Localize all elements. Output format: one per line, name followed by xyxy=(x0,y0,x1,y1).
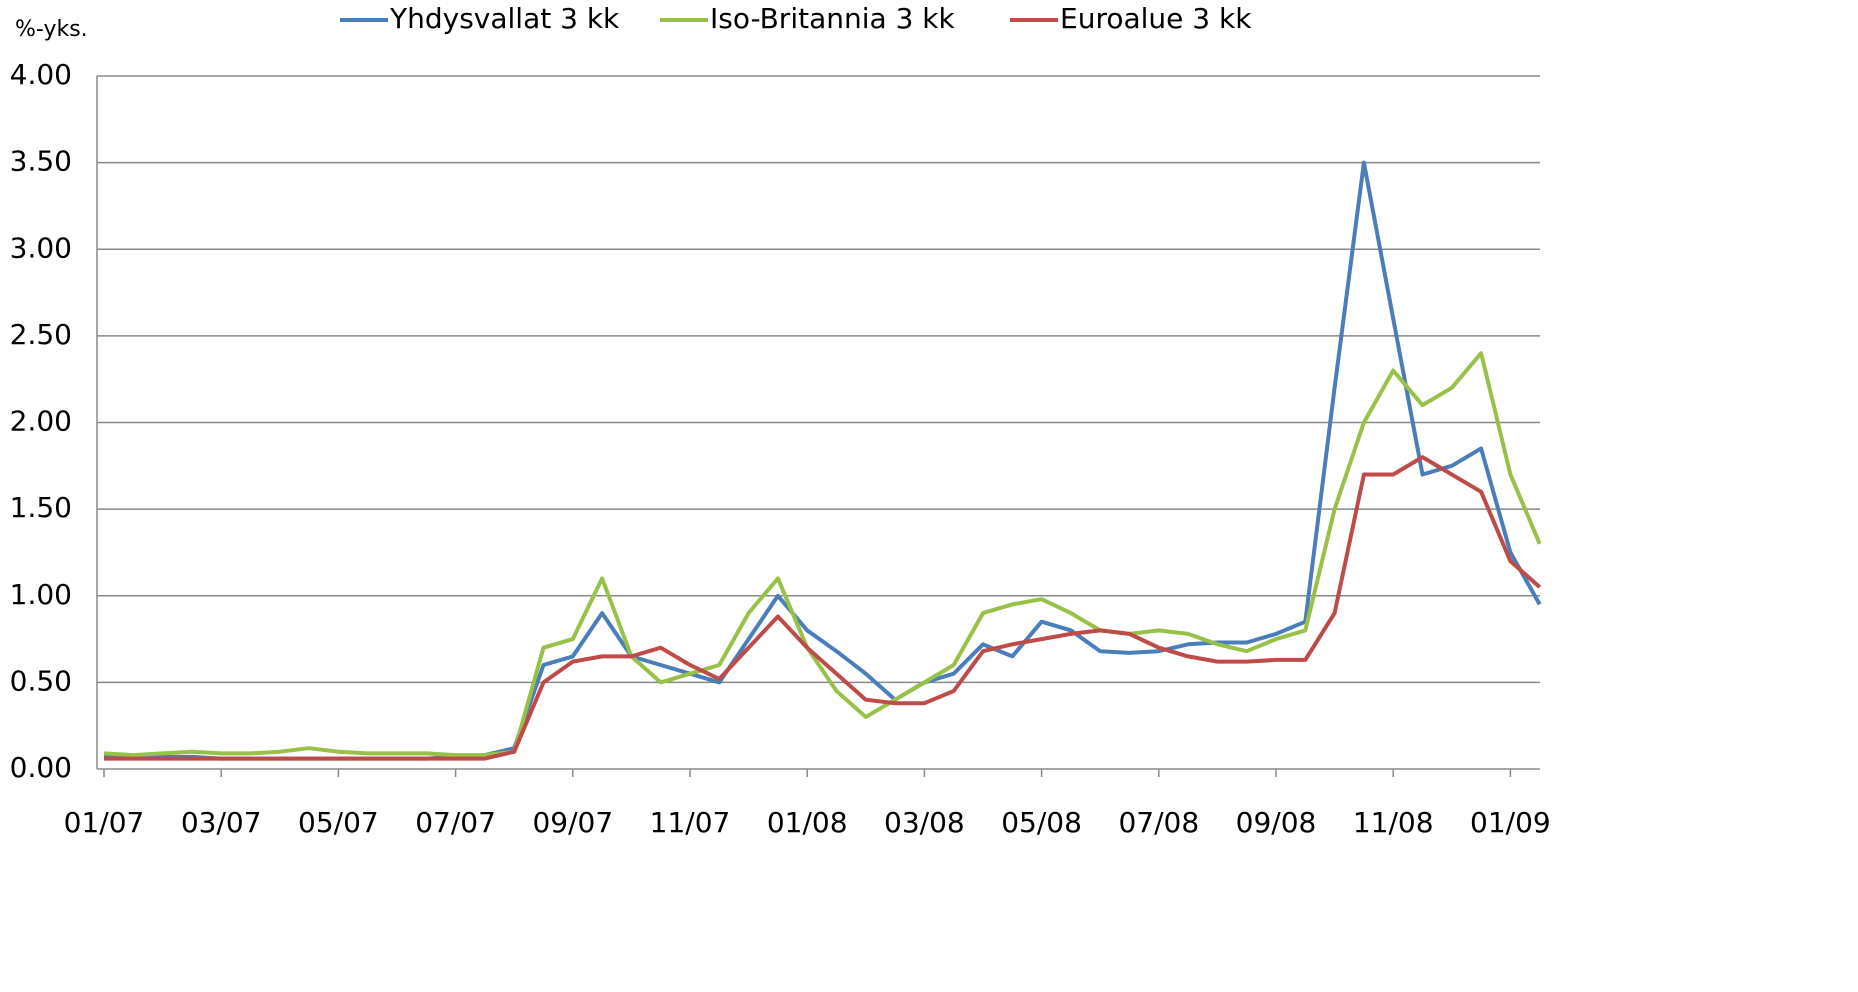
x-tick-label: 07/07 xyxy=(415,806,496,839)
y-tick-label: 3.00 xyxy=(10,231,72,264)
y-tick-label: 1.00 xyxy=(10,578,72,611)
x-tick-label: 09/08 xyxy=(1236,806,1317,839)
y-tick-label: 0.00 xyxy=(10,751,72,784)
legend-label: Euroalue 3 kk xyxy=(1060,2,1252,35)
y-tick-label: 3.50 xyxy=(10,145,72,178)
y-tick-label: 0.50 xyxy=(10,664,72,697)
series-line xyxy=(104,455,1542,761)
y-tick-label: 2.50 xyxy=(10,318,72,351)
x-tick-label: 01/09 xyxy=(1470,806,1551,839)
x-tick-label: 09/07 xyxy=(532,806,613,839)
x-tick-label: 11/08 xyxy=(1353,806,1434,839)
x-tick-label: 01/08 xyxy=(767,806,848,839)
x-tick-label: 01/07 xyxy=(64,806,145,839)
x-tick-label: 11/07 xyxy=(650,806,731,839)
legend-label: Yhdysvallat 3 kk xyxy=(389,2,620,35)
y-tick-label: 4.00 xyxy=(10,58,72,91)
y-tick-label: 1.50 xyxy=(10,491,72,524)
legend-label: Iso-Britannia 3 kk xyxy=(710,2,955,35)
x-tick-label: 03/08 xyxy=(884,806,965,839)
y-axis-label: %-yks. xyxy=(15,17,88,42)
y-tick-label: 2.00 xyxy=(10,405,72,438)
x-tick-label: 05/07 xyxy=(298,806,379,839)
x-tick-label: 03/07 xyxy=(181,806,262,839)
x-tick-label: 07/08 xyxy=(1118,806,1199,839)
x-tick-label: 05/08 xyxy=(1001,806,1082,839)
series-line xyxy=(103,351,1542,758)
